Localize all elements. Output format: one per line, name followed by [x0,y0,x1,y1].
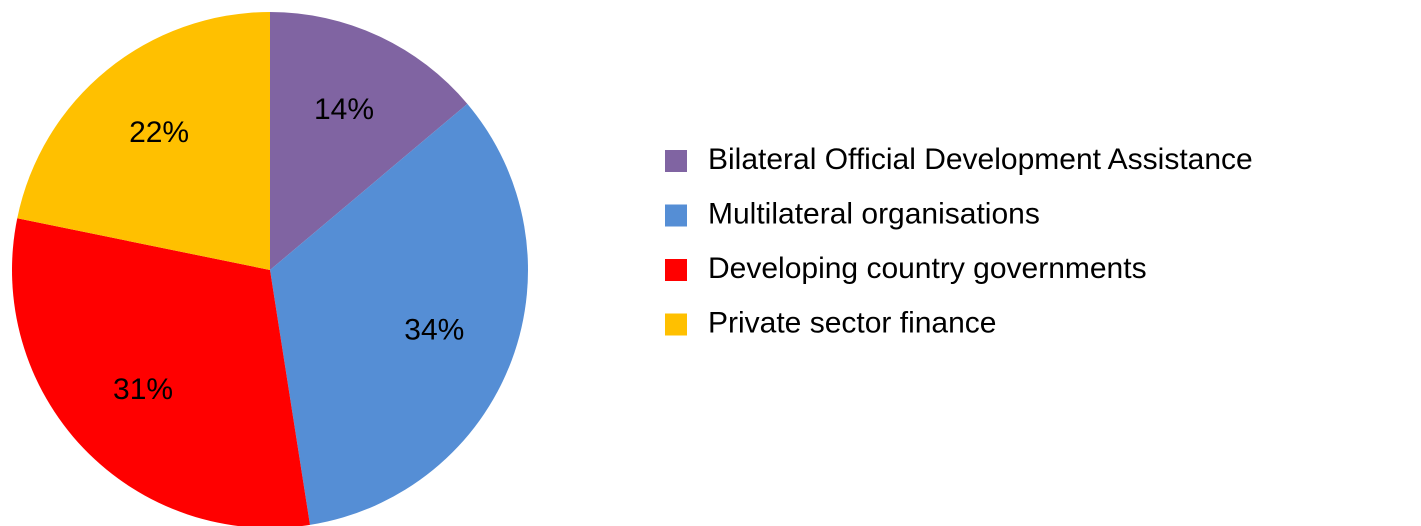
data-label: 34% [404,313,464,346]
legend-swatch [665,204,687,227]
legend-label: Bilateral Official Development Assistanc… [708,143,1253,176]
legend-label: Developing country governments [708,252,1147,285]
data-label: 22% [129,116,189,149]
legend-label: Private sector finance [708,306,996,339]
legend-label: Multilateral organisations [708,197,1040,230]
pie-slice [270,12,468,270]
legend-swatch [665,313,687,336]
pie-slice [12,218,310,526]
data-label: 14% [314,93,374,126]
pie-slice [17,12,271,270]
pie-slice [270,103,528,525]
data-label: 31% [113,373,173,406]
legend-swatch [665,259,687,281]
legend-swatch [665,150,687,172]
